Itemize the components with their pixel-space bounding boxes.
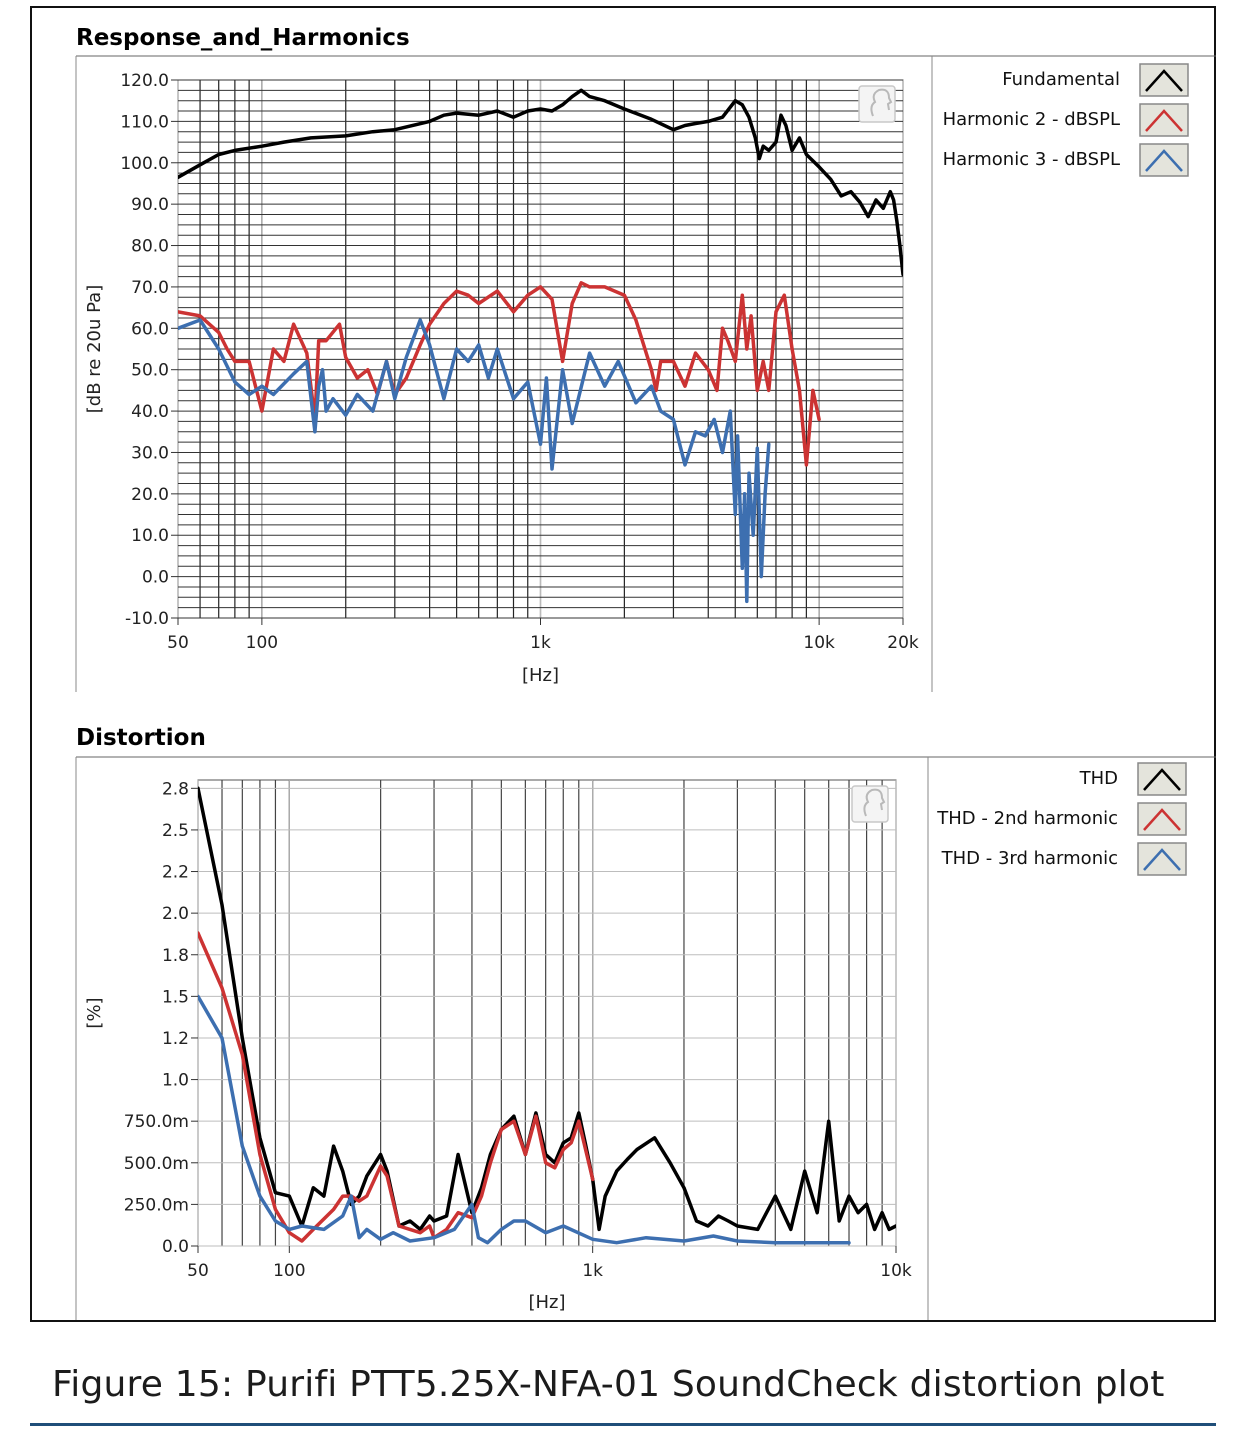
figure-caption: Figure 15: Purifi PTT5.25X-NFA-01 SoundC… bbox=[52, 1364, 1165, 1405]
series-line-thd-3rd-harmonic bbox=[198, 994, 851, 1245]
caption-rule bbox=[30, 1423, 1216, 1426]
x-tick-label: 10k bbox=[803, 633, 835, 653]
legend-line-fundamental bbox=[1145, 69, 1183, 92]
graph-palette-icon-head bbox=[863, 788, 886, 817]
y-tick-label: 2.0 bbox=[162, 904, 189, 924]
y-tick-label: 120.0 bbox=[120, 71, 169, 91]
plot-area bbox=[197, 779, 897, 1247]
y-tick-label: 70.0 bbox=[131, 278, 169, 298]
y-axis: 2.8 2.5 2.2 2.0 1.8 1.5 1.2 1.0 750.0m 500.0m 250.… bbox=[124, 779, 198, 1257]
legend-line-harmonic-2-dbspl bbox=[1145, 109, 1183, 132]
y-tick-label: 60.0 bbox=[131, 319, 169, 339]
chart-title: Response_and_Harmonics bbox=[76, 25, 410, 51]
graph-palette-icon-frame bbox=[858, 85, 896, 123]
x-grid bbox=[177, 80, 904, 618]
legend-label-fundamental: Fundamental bbox=[1002, 69, 1120, 90]
chart-title: Distortion bbox=[76, 725, 206, 751]
x-tick-label: 50 bbox=[167, 633, 189, 653]
legend-label-harmonic-2-dbspl: Harmonic 2 - dBSPL bbox=[943, 109, 1120, 130]
y-tick-label: 10.0 bbox=[131, 526, 169, 546]
y-tick-label: 20.0 bbox=[131, 485, 169, 505]
legend-line-thd-3rd-harmonic bbox=[1143, 848, 1181, 871]
y-axis-label: [%] bbox=[84, 997, 105, 1028]
series-line-thd bbox=[198, 786, 896, 1232]
y-tick-label: 1.0 bbox=[162, 1071, 189, 1091]
chart-panel-2: Distortion 2.8 2.5 2.2 2.0 1.8 1.5 1.2 1.0 750.0m… bbox=[75, 725, 1216, 1320]
legend-line-harmonic-3-dbspl bbox=[1145, 149, 1183, 172]
series-line-thd-2nd-harmonic bbox=[198, 931, 595, 1243]
y-tick-label: 0.0 bbox=[162, 1237, 189, 1257]
y-axis-label: [dB re 20u Pa] bbox=[84, 285, 105, 413]
series-line-harmonic-3-dbspl bbox=[178, 318, 771, 604]
y-tick-label: 1.5 bbox=[162, 987, 189, 1007]
legend: Fundamental Harmonic 2 - dBSPL Harmonic 3 … bbox=[943, 63, 1189, 177]
y-tick-label: 80.0 bbox=[131, 237, 169, 257]
y-tick-label: 1.2 bbox=[162, 1029, 189, 1049]
x-axis: 50 100 1k 10k 20k bbox=[167, 618, 919, 653]
y-tick-label: 2.8 bbox=[162, 779, 189, 799]
x-axis-label: [Hz] bbox=[528, 1292, 565, 1313]
chart-panel-1: Response_and_Harmonics 120.0 110.0 100.0 90.… bbox=[75, 25, 1216, 692]
series-group bbox=[178, 88, 903, 604]
x-grid bbox=[197, 780, 897, 1246]
x-tick-label: 10k bbox=[880, 1261, 912, 1281]
y-tick-label: 0.0 bbox=[142, 568, 169, 588]
y-tick-label: 250.0m bbox=[124, 1195, 189, 1215]
x-tick-label: 1k bbox=[530, 633, 551, 653]
legend-line-thd bbox=[1143, 768, 1181, 791]
y-grid bbox=[198, 787, 896, 1247]
graph-palette-icon-head bbox=[870, 88, 893, 117]
legend-label-thd-2nd-harmonic: THD - 2nd harmonic bbox=[936, 808, 1118, 829]
legend-label-harmonic-3-dbspl: Harmonic 3 - dBSPL bbox=[943, 149, 1120, 170]
legend-label-thd-3rd-harmonic: THD - 3rd harmonic bbox=[941, 848, 1118, 869]
legend-line-thd-2nd-harmonic bbox=[1143, 808, 1181, 831]
x-tick-label: 50 bbox=[187, 1261, 209, 1281]
y-tick-label: 110.0 bbox=[120, 112, 169, 132]
x-tick-label: 1k bbox=[582, 1261, 603, 1281]
y-tick-label: 100.0 bbox=[120, 154, 169, 174]
y-tick-label: 90.0 bbox=[131, 195, 169, 215]
x-axis: 50 100 1k 10k bbox=[187, 1246, 912, 1281]
y-tick-label: 500.0m bbox=[124, 1154, 189, 1174]
x-tick-label: 100 bbox=[246, 633, 278, 653]
y-tick-label: 40.0 bbox=[131, 402, 169, 422]
graph-palette-icon bbox=[858, 85, 896, 123]
x-tick-label: 100 bbox=[273, 1261, 305, 1281]
legend-swatch-harmonic-2-dbspl bbox=[1139, 103, 1189, 137]
y-tick-label: 2.5 bbox=[162, 821, 189, 841]
y-tick-label: -10.0 bbox=[125, 609, 169, 629]
graph-palette-icon bbox=[851, 785, 889, 823]
y-tick-label: 2.2 bbox=[162, 863, 189, 883]
legend-label-thd: THD bbox=[1079, 768, 1118, 789]
series-group bbox=[198, 786, 896, 1245]
y-tick-label: 30.0 bbox=[131, 443, 169, 463]
graph-palette-icon-frame bbox=[851, 785, 889, 823]
series-line-fundamental bbox=[178, 88, 903, 277]
y-tick-label: 750.0m bbox=[124, 1112, 189, 1132]
legend: THD THD - 2nd harmonic THD - 3rd harmonic bbox=[936, 762, 1187, 876]
y-axis: 120.0 110.0 100.0 90.0 80.0 70.0 60.0 50.0 40.0 3… bbox=[120, 71, 178, 629]
y-tick-label: 50.0 bbox=[131, 361, 169, 381]
x-tick-label: 20k bbox=[887, 633, 919, 653]
y-tick-label: 1.8 bbox=[162, 946, 189, 966]
x-axis-label: [Hz] bbox=[522, 665, 559, 686]
